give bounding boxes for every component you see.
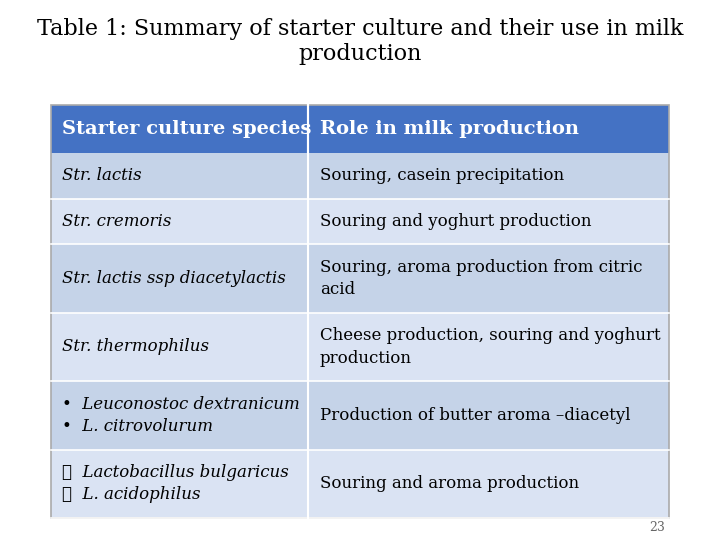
Text: Souring, aroma production from citric
acid: Souring, aroma production from citric ac… — [320, 259, 642, 298]
Bar — [307, 153, 669, 199]
Text: ➤  Lactobacillus bulgaricus
➤  L. acidophilus: ➤ Lactobacillus bulgaricus ➤ L. acidophi… — [62, 464, 289, 503]
Bar — [307, 381, 669, 450]
Bar — [51, 105, 669, 518]
Text: Souring and yoghurt production: Souring and yoghurt production — [320, 213, 591, 230]
Text: •  Leuconostoc dextranicum
•  L. citrovolurum: • Leuconostoc dextranicum • L. citrovolu… — [62, 396, 300, 435]
Bar — [307, 450, 669, 518]
Text: Souring, casein precipitation: Souring, casein precipitation — [320, 167, 564, 184]
Text: Starter culture species: Starter culture species — [62, 120, 311, 138]
Text: Table 1: Summary of starter culture and their use in milk
production: Table 1: Summary of starter culture and … — [37, 18, 683, 65]
Text: Str. thermophilus: Str. thermophilus — [62, 339, 209, 355]
Text: Role in milk production: Role in milk production — [320, 120, 579, 138]
Text: Str. lactis: Str. lactis — [62, 167, 141, 184]
Bar — [307, 105, 669, 153]
Text: Str. lactis ssp diacetylactis: Str. lactis ssp diacetylactis — [62, 270, 286, 287]
Bar — [307, 199, 669, 244]
Bar — [51, 105, 307, 153]
Text: Souring and aroma production: Souring and aroma production — [320, 475, 579, 492]
Text: Str. cremoris: Str. cremoris — [62, 213, 171, 230]
Bar — [51, 450, 307, 518]
Text: Cheese production, souring and yoghurt
production: Cheese production, souring and yoghurt p… — [320, 327, 660, 367]
Bar — [307, 313, 669, 381]
Bar — [51, 153, 307, 199]
Text: 23: 23 — [649, 521, 665, 534]
Bar — [51, 381, 307, 450]
Bar — [51, 313, 307, 381]
Bar — [51, 199, 307, 244]
Bar — [51, 244, 307, 313]
Text: Production of butter aroma –diacetyl: Production of butter aroma –diacetyl — [320, 407, 630, 424]
Bar — [307, 244, 669, 313]
